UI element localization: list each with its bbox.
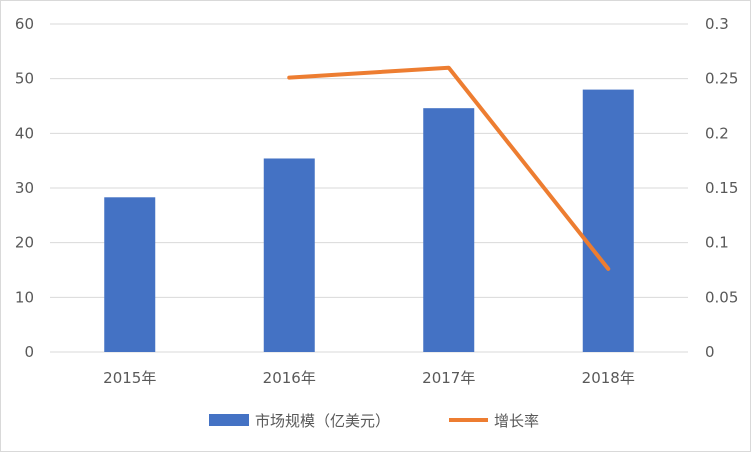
left-tick-label: 20	[15, 234, 34, 252]
category-label: 2016年	[263, 369, 316, 387]
line-series	[287, 65, 611, 271]
left-tick-label: 10	[15, 288, 34, 306]
category-label: 2017年	[422, 369, 475, 387]
legend: 市场规模（亿美元） 增长率	[209, 412, 539, 430]
right-tick-label: 0.15	[705, 179, 738, 197]
bar	[263, 158, 315, 352]
left-tick-label: 0	[24, 343, 34, 361]
left-tick-label: 60	[15, 15, 34, 33]
left-axis-ticks: 0 10 20 30 40 50 60	[15, 15, 34, 361]
legend-label-bar: 市场规模（亿美元）	[255, 412, 390, 430]
right-tick-label: 0.2	[705, 124, 729, 142]
bar	[104, 197, 156, 352]
right-axis-ticks: 0 0.05 0.1 0.15 0.2 0.25 0.3	[705, 15, 738, 361]
bar	[423, 108, 475, 352]
category-label: 2018年	[582, 369, 635, 387]
right-tick-label: 0.25	[705, 70, 738, 88]
bar-series	[104, 89, 634, 352]
bar	[582, 89, 634, 352]
left-tick-label: 50	[15, 70, 34, 88]
growth-rate-line	[287, 65, 611, 271]
legend-label-line: 增长率	[494, 412, 539, 430]
right-tick-label: 0	[705, 343, 715, 361]
right-tick-label: 0.05	[705, 288, 738, 306]
category-labels: 2015年 2016年 2017年 2018年	[103, 369, 635, 387]
right-tick-label: 0.3	[705, 15, 729, 33]
left-tick-label: 40	[15, 124, 34, 142]
gridlines	[50, 23, 688, 353]
left-tick-label: 30	[15, 179, 34, 197]
legend-swatch-bar	[209, 414, 249, 426]
right-tick-label: 0.1	[705, 234, 729, 252]
category-label: 2015年	[103, 369, 156, 387]
